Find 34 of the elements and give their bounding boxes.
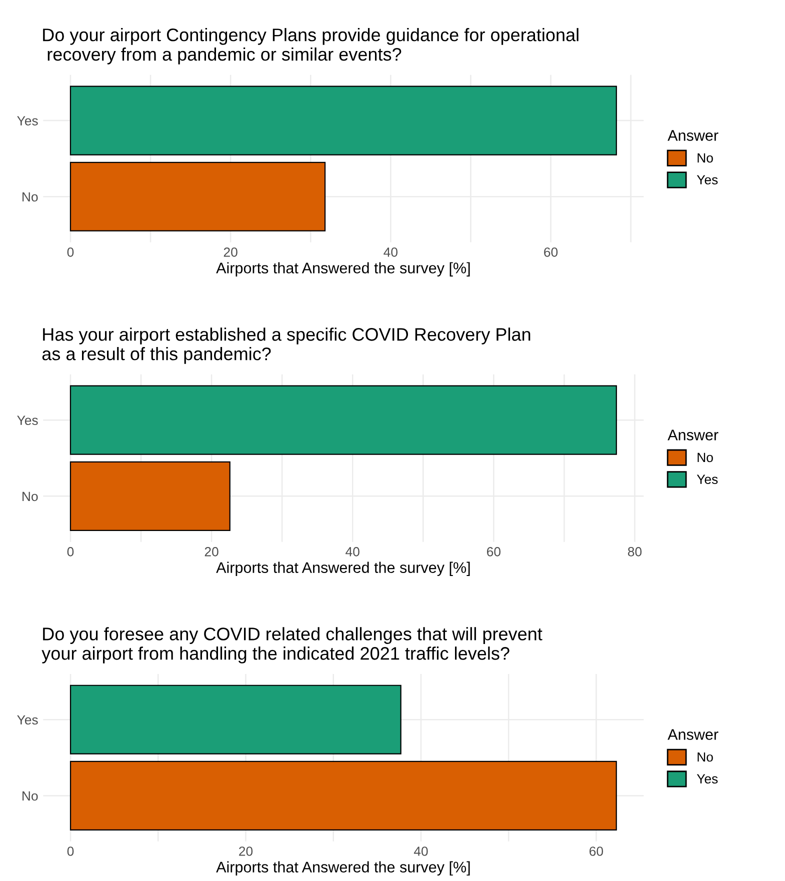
legend-title: Answer	[668, 729, 718, 740]
y-tick-label: Yes	[17, 416, 38, 425]
x-tick-label: 20	[224, 247, 238, 257]
legend-title: Answer	[668, 130, 718, 141]
legend-label: No	[698, 752, 713, 762]
legend-label: Yes	[696, 774, 718, 784]
x-tick-label: 0	[67, 846, 74, 856]
x-tick-label: 20	[239, 846, 253, 856]
chart-title: Do your airport Contingency Plans provide guidance for operational recovery from a pandemic or similar events?	[43, 28, 578, 64]
legend-label: Yes	[696, 474, 718, 484]
x-tick-label: 40	[384, 247, 398, 257]
x-tick-label: 40	[346, 547, 360, 556]
chart-title: Do you foresee any COVID related challenges that will prevent your airport from handling the indicated 2021 traffic levels?	[42, 627, 542, 664]
x-tick-label: 60	[590, 846, 604, 856]
y-tick-label: No	[22, 492, 38, 502]
x-axis-title: Airports that Answered the survey [%]	[216, 562, 470, 576]
x-tick-label: 60	[544, 247, 558, 257]
chart-title: Has your airport established a specific COVID Recovery Plan as a result of this pandemic?	[42, 328, 530, 364]
y-tick-label: Yes	[17, 116, 38, 126]
y-tick-label: No	[22, 192, 38, 202]
y-tick-label: Yes	[17, 715, 38, 725]
x-tick-label: 60	[487, 547, 500, 556]
legend-label: No	[698, 452, 713, 462]
legend-label: No	[698, 153, 713, 163]
y-tick-label: No	[22, 791, 38, 801]
legend-title: Answer	[668, 430, 718, 440]
x-tick-label: 0	[67, 247, 74, 257]
x-tick-label: 40	[414, 846, 428, 856]
legend-label: Yes	[696, 175, 718, 184]
x-tick-label: 80	[628, 547, 642, 556]
x-tick-label: 20	[204, 547, 218, 556]
x-tick-label: 0	[67, 547, 74, 556]
x-axis-title: Airports that Answered the survey [%]	[216, 262, 470, 276]
x-axis-title: Airports that Answered the survey [%]	[216, 861, 470, 876]
